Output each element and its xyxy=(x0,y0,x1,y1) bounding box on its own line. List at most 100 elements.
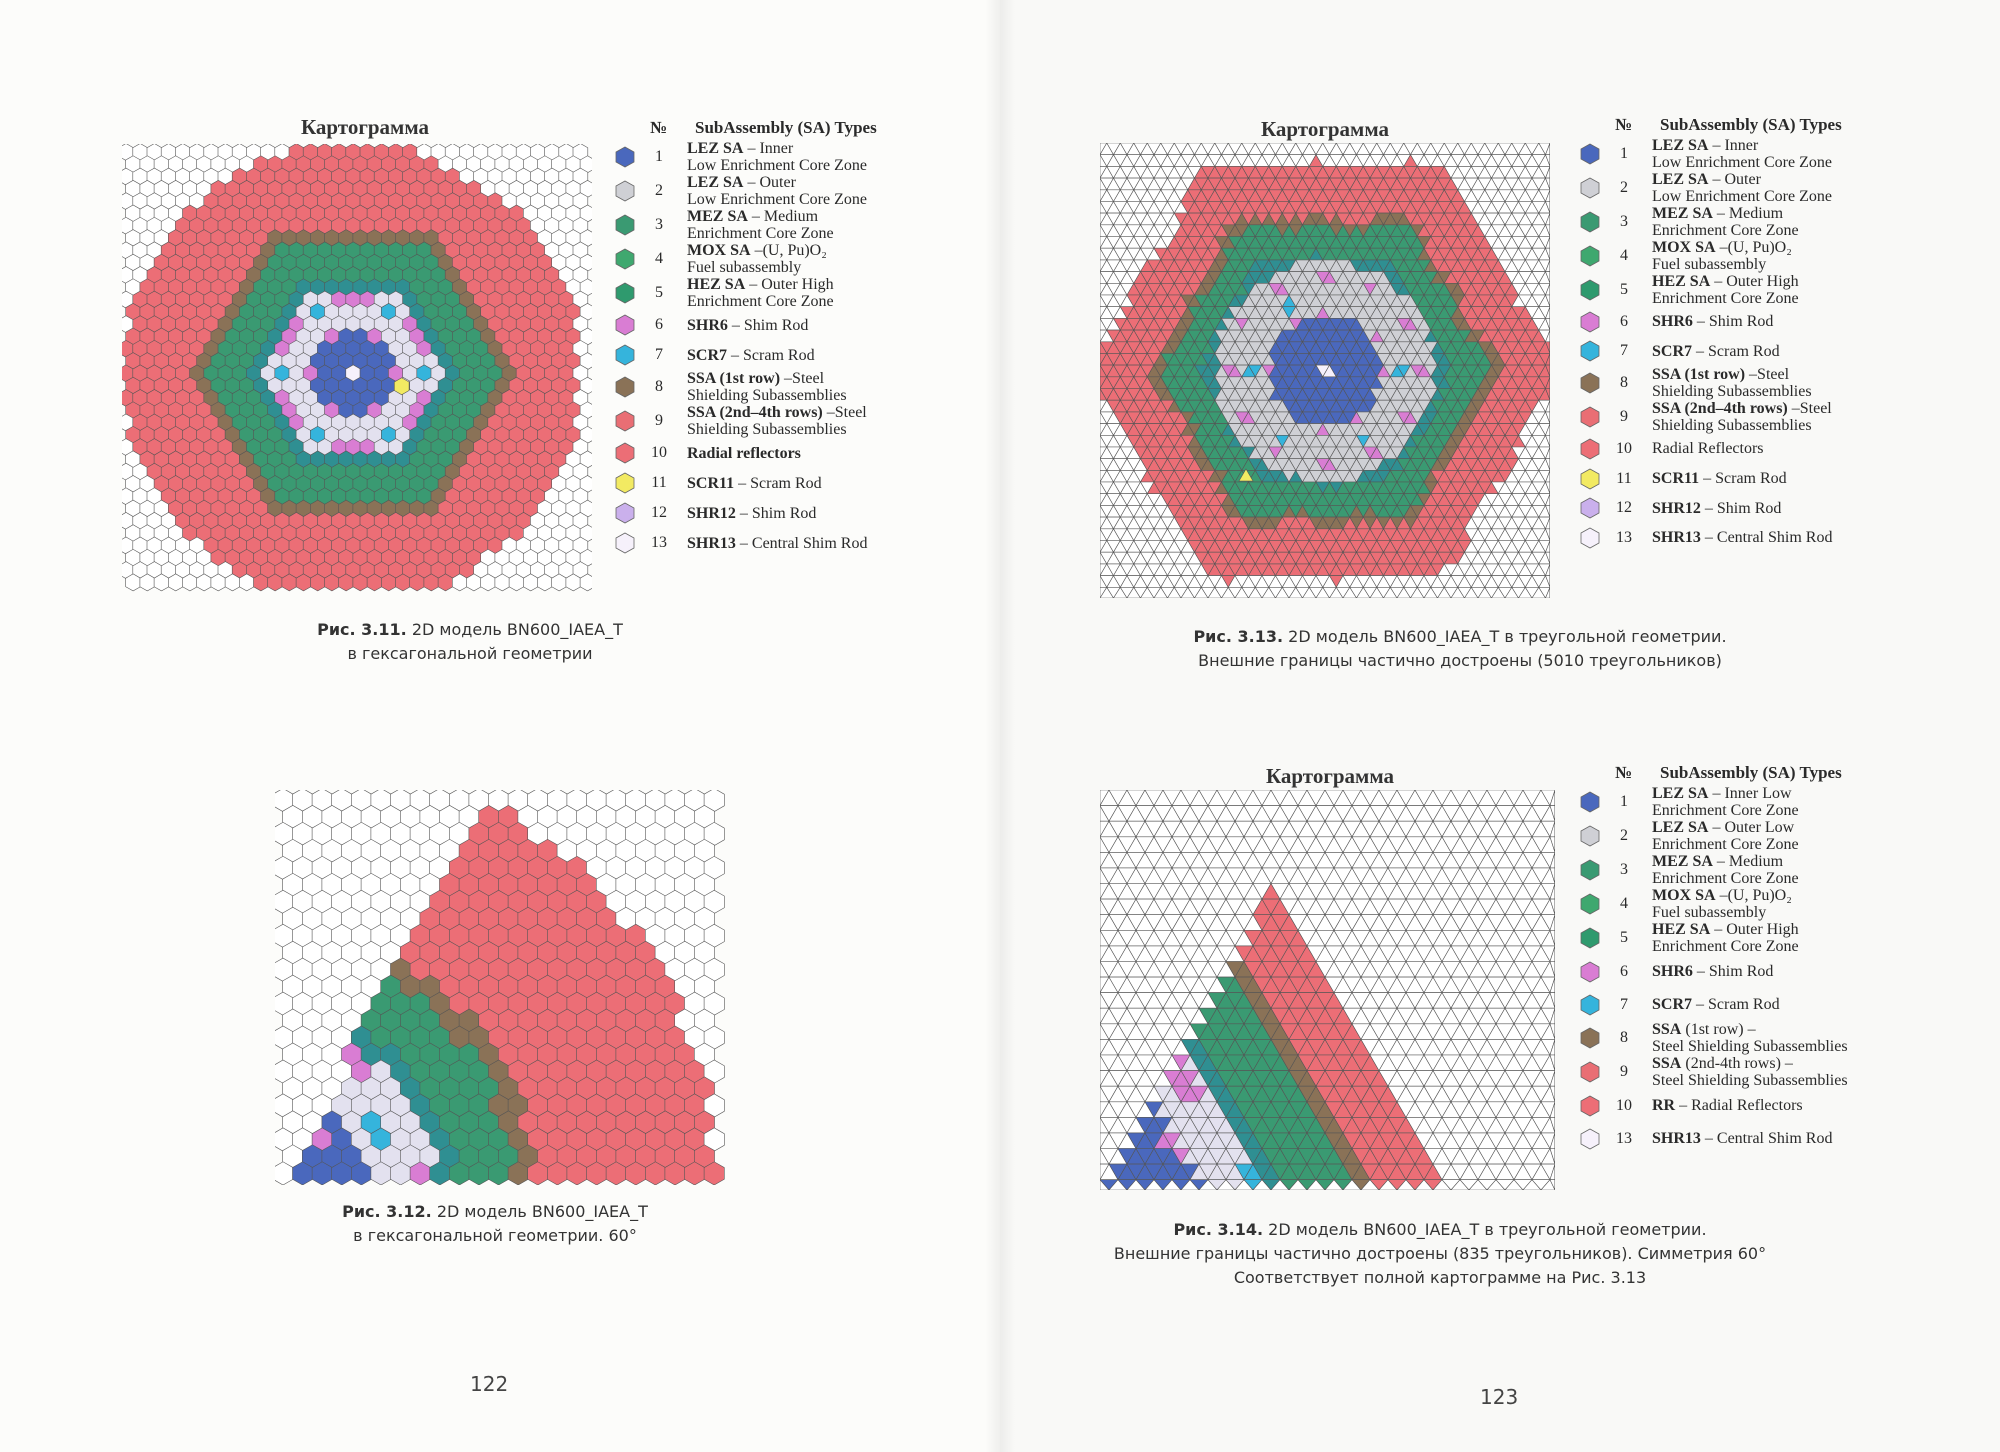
legend-item-text: MOX SA –(U, Pu)O₂ Fuel subassembly xyxy=(1652,239,1792,273)
legend-swatch-hex-icon xyxy=(615,410,635,432)
fig313-caption-line1: 2D модель BN600_IAEA_T в треугольной гео… xyxy=(1288,627,1727,646)
legend-item-text: Radial reflectors xyxy=(687,445,801,462)
legend-item-desc: – Shim Rod xyxy=(727,316,809,334)
tri-cell xyxy=(1545,505,1550,518)
legend-item-10: 10 Radial Reflectors xyxy=(1580,434,1890,464)
legend-item-8: 8 SSA (1st row) –Steel Shielding Subassemb… xyxy=(1580,366,1890,400)
legend-swatch-hex-icon xyxy=(615,532,635,554)
legend-item-desc-line2: Shielding Subassemblies xyxy=(1652,383,1812,401)
tri-cell xyxy=(1545,341,1550,354)
legend-item-name: LEZ SA xyxy=(1652,137,1709,154)
legend-item-desc: – Scram Rod xyxy=(1692,342,1780,360)
legend-item-number: 9 xyxy=(1620,408,1628,426)
legend-item-number: 6 xyxy=(655,316,663,333)
legend-item-desc: – Shim Rod xyxy=(735,504,817,522)
legend-item-text: LEZ SA – Outer Low Enrichment Core Zone xyxy=(687,174,867,208)
legend-item-text: SCR7 – Scram Rod xyxy=(687,347,815,364)
legend-item-name: MEZ SA xyxy=(687,208,748,225)
legend-item-number: 10 xyxy=(1616,439,1632,457)
legend-rows: 1 LEZ SA – Inner Low Enrichment Core Zone 2… xyxy=(615,140,915,558)
legend-item-number: 13 xyxy=(651,534,667,551)
legend-item-number: 2 xyxy=(655,182,663,199)
legend-item-3: 3 MEZ SA – Medium Enrichment Core Zone xyxy=(1580,205,1890,239)
fig311-caption-label: Рис. 3.11. xyxy=(317,620,407,639)
legend-item-number: 7 xyxy=(655,346,663,363)
tri-cell xyxy=(1545,528,1550,541)
legend-item-text: SHR12 – Shim Rod xyxy=(1652,500,1781,517)
tri-cell xyxy=(1545,294,1550,307)
legend-swatch-hex-icon xyxy=(1580,406,1600,428)
legend-header-title: SubAssembly (SA) Types xyxy=(1660,115,1842,134)
tri-cell xyxy=(1545,154,1550,167)
legend-item-desc: – Shim Rod xyxy=(1692,313,1774,331)
legend-item-text: Radial Reflectors xyxy=(1652,440,1764,457)
legend-item-name: HEZ SA xyxy=(1652,273,1711,290)
tri-cell xyxy=(1545,201,1550,214)
tri-cell xyxy=(1545,247,1550,261)
legend-swatch-hex-icon xyxy=(1580,438,1600,460)
fig314-title: Картограмма xyxy=(1265,764,1395,788)
fig311-caption: Рис. 3.11. 2D модель BN600_IAEA_T в гекс… xyxy=(260,618,680,666)
legend-item-5: 5 HEZ SA – Outer High Enrichment Core Zone xyxy=(615,276,915,310)
legend-item-name: SCR7 xyxy=(1652,342,1693,360)
legend-item-1: 1 LEZ SA – Inner Low Enrichment Core Zone xyxy=(615,140,915,174)
tri-cell xyxy=(1545,388,1550,401)
hex-cell-scr11 xyxy=(393,377,410,396)
legend-item-text: SCR11 – Scram Rod xyxy=(1652,470,1787,487)
legend-item-4: 4 MOX SA –(U, Pu)O₂ Fuel subassembly xyxy=(1580,239,1890,273)
legend-item-text: SHR6 – Shim Rod xyxy=(687,317,808,334)
legend-item-number: 6 xyxy=(1620,312,1628,330)
legend-item-text: SHR13 – Central Shim Rod xyxy=(687,535,867,552)
legend-swatch-hex-icon xyxy=(615,502,635,524)
fig314-tri-map xyxy=(1100,790,1555,1190)
fig313-caption-label: Рис. 3.13. xyxy=(1193,627,1284,646)
legend-item-desc: –Steel xyxy=(780,370,825,387)
legend-item-text: MEZ SA – Medium Enrichment Core Zone xyxy=(1652,205,1799,239)
legend-rows: 1 LEZ SA – Inner Low Enrichment Core Zone 2… xyxy=(1580,137,1890,553)
legend-swatch-hex-icon xyxy=(1580,340,1600,362)
legend-item-desc: –(U, Pu)O₂ xyxy=(1715,239,1792,256)
legend-item-name: LEZ SA xyxy=(687,140,744,157)
legend-item-7: 7 SCR7 – Scram Rod xyxy=(615,340,915,370)
fig312-caption: Рис. 3.12. 2D модель BN600_IAEA_T в гекс… xyxy=(280,1200,710,1248)
legend-item-8: 8 SSA (1st row) –Steel Shielding Subassemb… xyxy=(615,370,915,404)
tri-cell xyxy=(1549,805,1555,822)
legend-item-desc: – Medium xyxy=(747,208,819,225)
legend-swatch-hex-icon xyxy=(1580,311,1600,333)
tri-cell xyxy=(1545,481,1550,494)
legend-item-desc: – Shim Rod xyxy=(1700,499,1782,517)
tri-cell xyxy=(1545,271,1550,284)
legend-item-name: SHR6 xyxy=(1652,313,1693,331)
legend-item-name: SHR12 xyxy=(687,504,736,522)
legend-item-name: SHR13 xyxy=(1652,529,1701,547)
legend-item-text: SSA (2nd–4th rows) –Steel Shielding Subas… xyxy=(687,404,867,438)
legend-swatch-hex-icon xyxy=(615,314,635,336)
legend-item-6: 6 SHR6 – Shim Rod xyxy=(1580,307,1890,337)
legend-item-number: 12 xyxy=(1616,499,1632,517)
legend-item-name: HEZ SA xyxy=(687,276,746,293)
legend-swatch-hex-icon xyxy=(615,442,635,464)
legend-item-1: 1 LEZ SA – Inner Low Enrichment Core Zone xyxy=(1580,137,1890,171)
legend-item-desc-line2: Low Enrichment Core Zone xyxy=(1652,154,1832,171)
legend-item-2: 2 LEZ SA – Outer Low Enrichment Core Zone xyxy=(615,174,915,208)
legend-item-text: LEZ SA – Outer Low Enrichment Core Zone xyxy=(1652,171,1832,205)
legend-item-name: SSA (1st row) xyxy=(687,370,781,387)
tri-cell xyxy=(1545,458,1550,471)
fig312-caption-label: Рис. 3.12. xyxy=(342,1202,432,1221)
legend-item-10: 10 Radial reflectors xyxy=(615,438,915,468)
legend-item-text: LEZ SA – Inner Low Enrichment Core Zone xyxy=(1652,137,1832,171)
legend-item-desc-line2: Low Enrichment Core Zone xyxy=(1652,188,1832,205)
legend-item-name: SCR11 xyxy=(1652,470,1700,488)
fig312-caption-line1: 2D модель BN600_IAEA_T xyxy=(436,1202,648,1221)
legend-swatch-hex-icon xyxy=(1580,177,1600,199)
legend-swatch-hex-icon xyxy=(615,146,635,168)
legend-item-desc: –Steel xyxy=(1745,366,1790,384)
legend-item-desc-line2: Fuel subassembly xyxy=(687,259,802,276)
legend-item-desc-line2: Shielding Subassemblies xyxy=(1652,417,1812,435)
tri-cell xyxy=(1545,551,1550,565)
legend-swatch-hex-icon xyxy=(1580,527,1600,549)
fig313-caption-line2: Внешние границы частично достроены (5010… xyxy=(1198,651,1722,670)
page-number-left: 122 xyxy=(470,1372,509,1396)
tri-cell xyxy=(1545,177,1550,190)
legend-item-desc: –(U, Pu)O₂ xyxy=(750,242,827,259)
